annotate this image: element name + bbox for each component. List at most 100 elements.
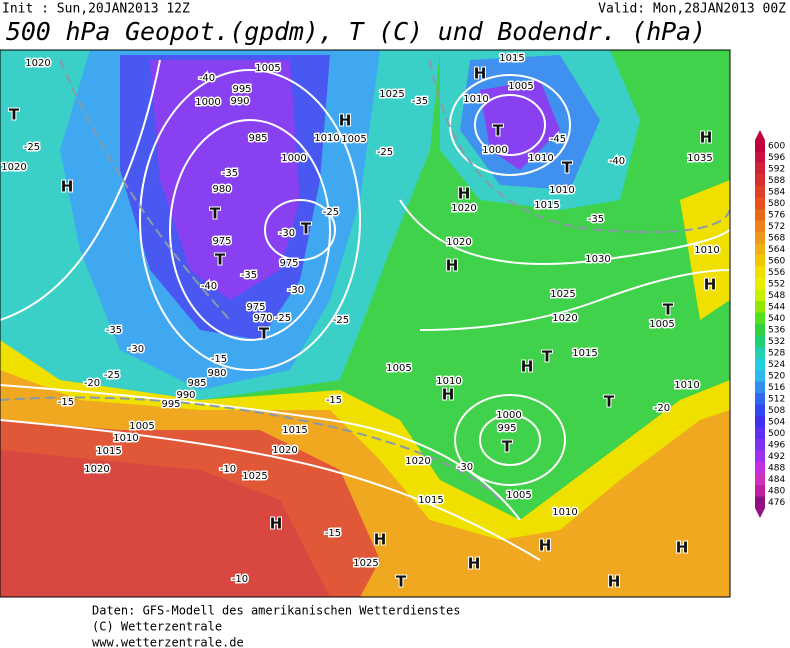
contour-label: 970 [253,313,272,324]
contour-label: -30 [279,228,295,239]
colorbar-swatch [755,450,765,463]
contour-label: -15 [58,397,74,408]
contour-label: 1005 [386,363,411,374]
contour-label: -25 [323,207,339,218]
contour-label: 1020 [451,203,476,214]
colorbar-label: 500 [768,429,785,439]
pressure-center: H [61,178,74,196]
contour-label: -15 [326,395,342,406]
init-time: Init : Sun,20JAN2013 12Z [2,2,190,17]
colorbar-swatch [755,255,765,267]
contour-label: 995 [232,84,251,95]
colorbar-swatch [755,427,765,440]
contour-label: 1020 [25,58,50,69]
contour-label: 1020 [552,313,577,324]
contour-label: -30 [288,285,304,296]
pressure-center: H [474,65,487,83]
pressure-center: H [442,386,455,404]
contour-label: 1030 [585,254,610,265]
contour-label: -35 [412,96,428,107]
pressure-center: T [301,220,312,238]
footer-line: Daten: GFS-Modell des amerikanischen Wet… [92,604,460,618]
contour-label: 1020 [405,456,430,467]
contour-label: 1020 [84,464,109,475]
colorbar-label: 584 [768,187,785,197]
contour-label: 990 [230,96,249,107]
contour-label: 1010 [674,380,699,391]
colorbar-swatch [755,370,765,382]
colorbar-swatch [755,335,765,348]
contour-label: 1035 [687,153,712,164]
contour-label: -20 [84,378,100,389]
pressure-center: H [468,555,481,573]
colorbar-label: 512 [768,394,785,404]
contour-label: 1005 [508,81,533,92]
colorbar-label: 528 [768,348,785,358]
pressure-center: T [210,205,221,223]
contour-label: 1005 [649,319,674,330]
pressure-center: H [458,185,471,203]
colorbar-swatch [755,197,765,210]
pressure-center: T [562,159,573,177]
colorbar-label: 600 [768,141,785,151]
contour-label: 1000 [496,410,521,421]
contour-label: 975 [279,258,298,269]
colorbar-swatch [755,462,765,474]
contour-label: 1015 [282,425,307,436]
contour-label: 1015 [96,446,121,457]
colorbar-label: 560 [768,256,785,266]
colorbar-swatch [755,473,765,486]
footer-line: (C) Wetterzentrale [92,620,222,634]
colorbar-label: 548 [768,291,785,301]
colorbar-swatch [755,347,765,359]
pressure-center: T [604,393,615,411]
pressure-center: T [663,301,674,319]
colorbar-arrow [755,130,765,140]
pressure-center: H [704,276,717,294]
colorbar-label: 572 [768,222,785,232]
colorbar-swatch [755,393,765,405]
contour-label: 975 [246,302,265,313]
contour-label: -25 [104,370,120,381]
contour-label: 1010 [436,376,461,387]
contour-label: -20 [654,403,670,414]
contour-label: -40 [609,156,625,167]
contour-label: -15 [325,528,341,539]
contour-label: -25 [377,147,393,158]
contour-label: 980 [207,368,226,379]
colorbar-label: 496 [768,440,785,450]
contour-label: 1020 [1,162,26,173]
contour-label: -30 [457,462,473,473]
pressure-center: T [215,251,226,269]
contour-label: 1025 [379,89,404,100]
colorbar-swatch [755,209,765,221]
colorbar-label: 544 [768,302,785,312]
colorbar-label: 536 [768,325,785,335]
contour-label: 975 [212,236,231,247]
contour-label: -35 [106,325,122,336]
contour-label: 985 [248,133,267,144]
contour-label: 1020 [446,237,471,248]
pressure-center: T [502,438,513,456]
contour-label: -45 [550,134,566,145]
colorbar-swatch [755,439,765,451]
colorbar-swatch [755,186,765,198]
colorbar-swatch [755,243,765,256]
contour-label: -25 [333,315,349,326]
map-title: 500 hPa Geopot.(gpdm), T (C) und Bodendr… [6,17,706,46]
colorbar-swatch [755,151,765,164]
contour-label: 1010 [528,153,553,164]
contour-label: -25 [24,142,40,153]
pressure-center: H [446,257,459,275]
colorbar-swatch [755,163,765,175]
contour-label: 1005 [341,134,366,145]
pressure-center: T [542,348,553,366]
valid-time: Valid: Mon,28JAN2013 00Z [598,2,786,17]
contour-label: -35 [241,270,257,281]
contour-label: -10 [232,574,248,585]
pressure-center: H [608,573,621,591]
pressure-center: T [493,122,504,140]
contour-label: 1015 [572,348,597,359]
colorbar-label: 480 [768,486,785,496]
colorbar-swatch [755,485,765,497]
